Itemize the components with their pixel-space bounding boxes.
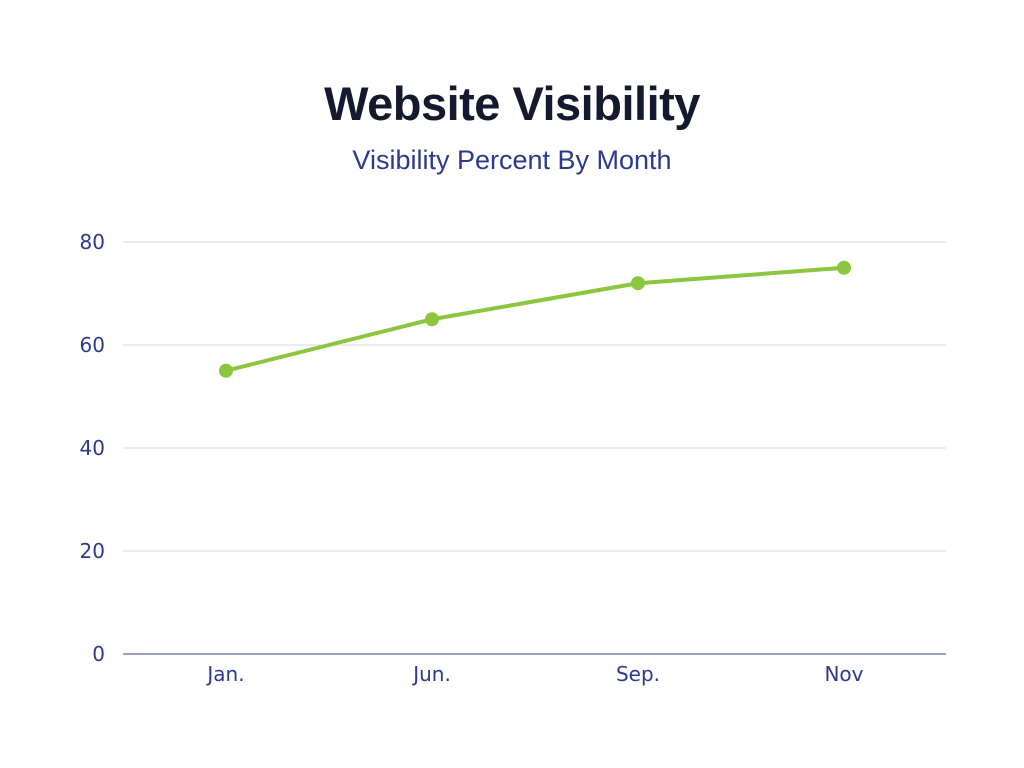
data-point [425, 312, 439, 327]
y-tick-label: 60 [80, 333, 105, 357]
chart-subtitle: Visibility Percent By Month [352, 145, 672, 175]
x-tick-label: Jun. [411, 662, 451, 686]
grid-lines [123, 241, 946, 552]
x-axis-ticks: Jan. Jun. Sep. Nov [205, 662, 863, 686]
chart-title: Website Visibility [324, 77, 700, 130]
y-axis-ticks: 0 20 40 60 80 [80, 230, 105, 666]
y-tick-label: 40 [80, 436, 105, 460]
x-tick-label: Nov [824, 662, 863, 686]
y-tick-label: 80 [80, 230, 105, 254]
data-point [219, 363, 233, 378]
y-tick-label: 20 [80, 539, 105, 563]
series-line [224, 265, 846, 373]
data-point [631, 276, 645, 291]
series-layer [219, 260, 851, 378]
x-tick-label: Sep. [616, 662, 660, 686]
x-tick-label: Jan. [205, 662, 244, 686]
data-point [837, 260, 851, 275]
y-tick-label: 0 [92, 642, 105, 666]
